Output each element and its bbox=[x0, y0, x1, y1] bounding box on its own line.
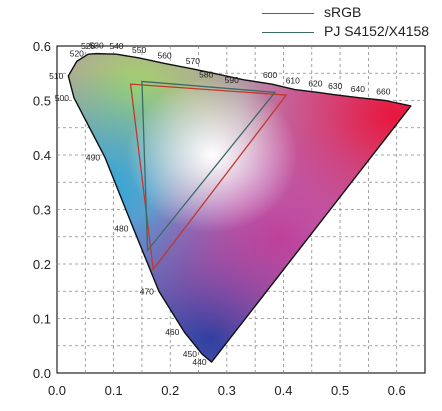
x-tick-label: 0.6 bbox=[388, 383, 406, 398]
legend-label-pj: PJ S4152/X4158 bbox=[324, 23, 430, 39]
wavelength-label: 560 bbox=[157, 50, 171, 60]
wavelength-label: 540 bbox=[109, 41, 123, 51]
wavelength-label: 590 bbox=[225, 75, 239, 85]
y-tick-label: 0.2 bbox=[33, 257, 51, 272]
x-tick-label: 0.1 bbox=[105, 383, 123, 398]
y-tick-label: 0.4 bbox=[33, 148, 51, 163]
chart-legend: sRGB PJ S4152/X4158 bbox=[262, 4, 440, 46]
x-tick-label: 0.0 bbox=[48, 383, 66, 398]
wavelength-label: 510 bbox=[49, 71, 63, 81]
legend-label-srgb: sRGB bbox=[324, 4, 362, 20]
wavelength-label: 480 bbox=[114, 224, 128, 234]
wavelength-label: 580 bbox=[199, 69, 213, 79]
wavelength-label: 570 bbox=[186, 56, 200, 66]
x-tick-label: 0.3 bbox=[218, 383, 236, 398]
x-tick-label: 0.2 bbox=[161, 383, 179, 398]
wavelength-label: 528 bbox=[81, 41, 95, 51]
legend-swatch-srgb bbox=[262, 13, 314, 14]
y-tick-label: 0.5 bbox=[33, 94, 51, 109]
wavelength-label: 450 bbox=[183, 349, 197, 359]
gamut-fill-white bbox=[68, 53, 411, 363]
wavelength-label: 620 bbox=[308, 78, 322, 88]
legend-swatch-pj bbox=[262, 32, 314, 33]
wavelength-label: 630 bbox=[328, 81, 342, 91]
y-tick-label: 0.0 bbox=[33, 366, 51, 381]
wavelength-label: 500 bbox=[55, 93, 69, 103]
gamut-triangle-pj bbox=[141, 80, 277, 253]
spectral-locus bbox=[67, 52, 412, 363]
y-tick-label: 0.6 bbox=[33, 39, 51, 54]
wavelength-label: 660 bbox=[376, 87, 390, 97]
wavelength-label: 530 bbox=[90, 41, 104, 51]
wavelength-label: 440 bbox=[192, 357, 206, 367]
gamut-triangle-srgb bbox=[129, 83, 288, 272]
y-tick-label: 0.3 bbox=[33, 203, 51, 218]
wavelength-label: 470 bbox=[140, 286, 154, 296]
wavelength-label: 610 bbox=[286, 76, 300, 86]
wavelength-label: 460 bbox=[165, 327, 179, 337]
wavelength-label: 640 bbox=[351, 84, 365, 94]
wavelength-label: 520 bbox=[70, 48, 84, 58]
x-tick-label: 0.5 bbox=[331, 383, 349, 398]
y-tick-label: 0.1 bbox=[33, 312, 51, 327]
x-tick-label: 0.4 bbox=[274, 383, 292, 398]
wavelength-label: 490 bbox=[86, 153, 100, 163]
wavelength-label: 550 bbox=[132, 45, 146, 55]
wavelength-label: 600 bbox=[263, 70, 277, 80]
